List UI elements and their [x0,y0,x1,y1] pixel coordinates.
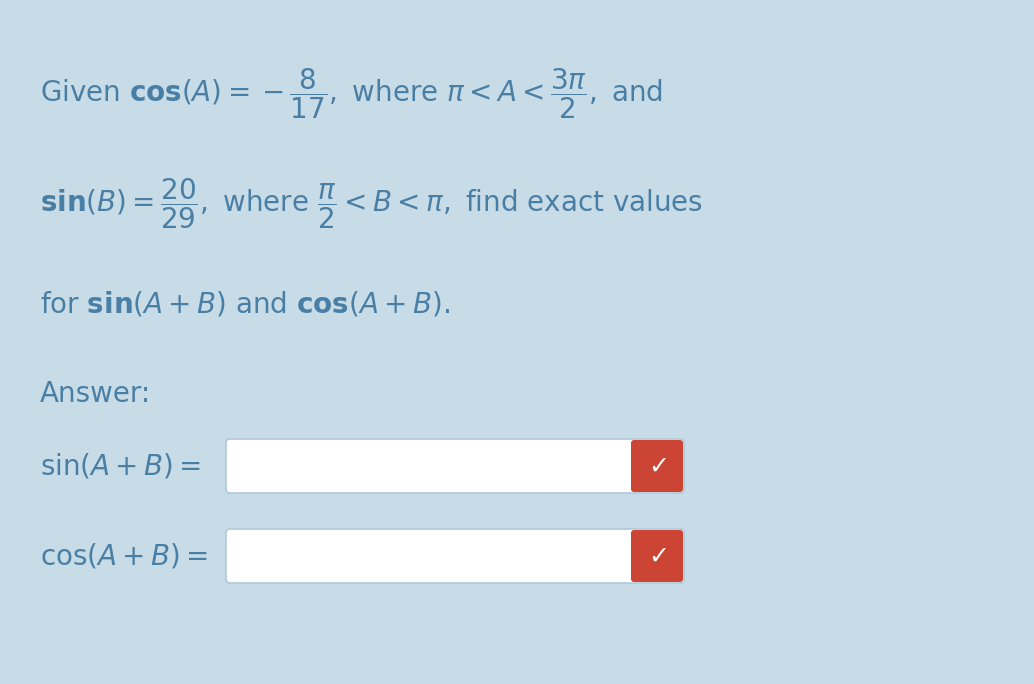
Text: $\mathbf{sin}(B) = \dfrac{20}{29},$ where $\dfrac{\pi}{2} < B < \pi,$ find exact: $\mathbf{sin}(B) = \dfrac{20}{29},$ wher… [40,176,703,231]
FancyBboxPatch shape [226,439,685,493]
FancyBboxPatch shape [631,440,683,492]
Text: for $\mathbf{sin}(A+B)$ and $\mathbf{cos}(A+B).$: for $\mathbf{sin}(A+B)$ and $\mathbf{cos… [40,289,450,319]
FancyBboxPatch shape [631,530,683,582]
Text: Answer:: Answer: [40,380,151,408]
Text: $\checkmark$: $\checkmark$ [647,454,666,478]
Text: $\mathrm{sin}(A + B) =$: $\mathrm{sin}(A + B) =$ [40,451,202,480]
Text: $\checkmark$: $\checkmark$ [647,544,666,568]
FancyBboxPatch shape [226,529,685,583]
Text: Given $\mathbf{cos}(A) = -\dfrac{8}{17},$ where $\pi < A < \dfrac{3\pi}{2},$ and: Given $\mathbf{cos}(A) = -\dfrac{8}{17},… [40,66,663,121]
Text: $\mathrm{cos}(A + B) =$: $\mathrm{cos}(A + B) =$ [40,542,208,570]
